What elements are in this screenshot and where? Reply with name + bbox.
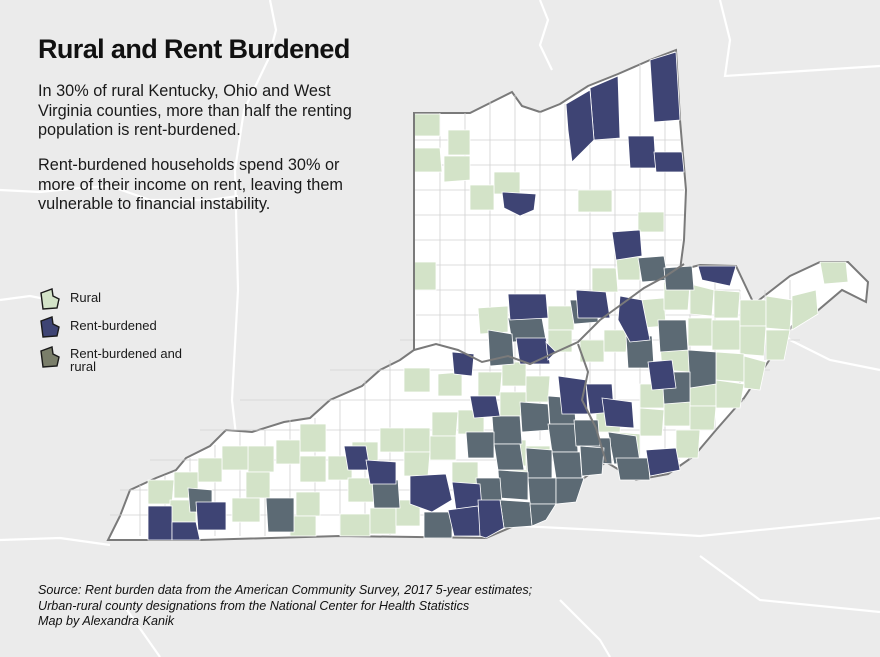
legend-label-rent-burdened: Rent-burdened (70, 318, 157, 333)
legend-item-rural: Rural (38, 287, 208, 313)
source-credits: Source: Rent burden data from the Americ… (38, 583, 638, 630)
credit-line: Map by Alexandra Kanik (38, 614, 175, 628)
legend-item-rent-burdened: Rent-burdened (38, 315, 208, 341)
rent-burdened-counties (147, 51, 737, 541)
wv-ky-border (577, 343, 607, 463)
source-line: Urban-rural county designations from the… (38, 598, 470, 613)
rural-swatch-icon (40, 288, 60, 310)
legend-item-rent-burdened-rural: Rent-burdened and rural (38, 345, 208, 374)
map-title: Rural and Rent Burdened (38, 34, 350, 64)
legend-label-rent-burdened-rural: Rent-burdened and rural (70, 346, 183, 374)
legend-label-rural: Rural (70, 290, 102, 305)
definition-paragraph: Rent-burdened households spend 30% or mo… (38, 156, 343, 213)
source-line: Source: Rent burden data from the Americ… (38, 583, 533, 597)
rent-burdened-rural-counties (187, 255, 717, 539)
ohio-river-border (413, 263, 685, 366)
intro-paragraph: In 30% of rural Kentucky, Ohio and West … (38, 82, 352, 139)
rent-burdened-rural-swatch-icon (40, 346, 60, 368)
state-boundaries (413, 113, 685, 463)
rent-burdened-swatch-icon (40, 316, 60, 338)
